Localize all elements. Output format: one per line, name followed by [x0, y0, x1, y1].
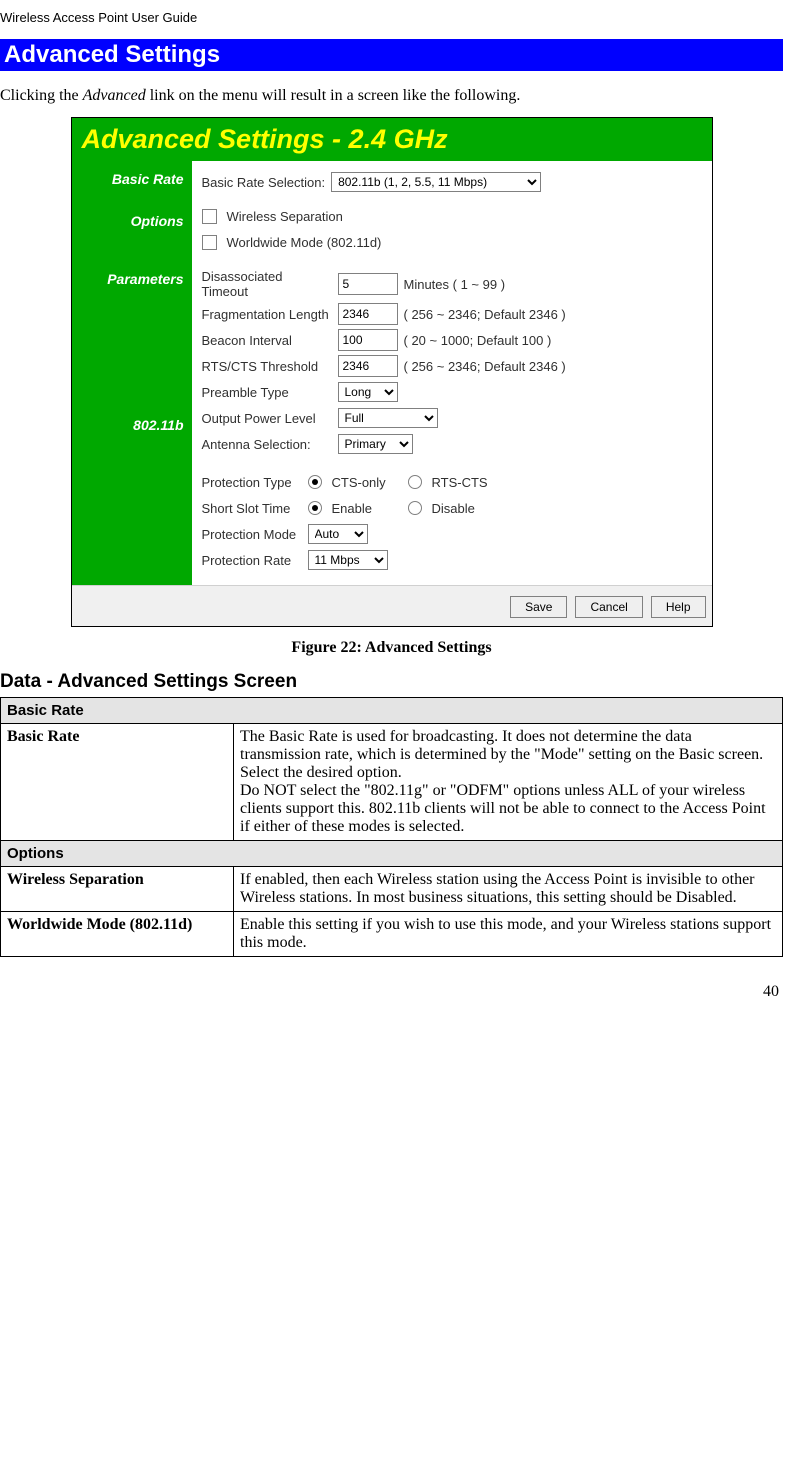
- button-row: Save Cancel Help: [72, 585, 712, 626]
- screenshot: Advanced Settings - 2.4 GHz Basic Rate O…: [71, 117, 713, 627]
- preamble-label: Preamble Type: [202, 385, 332, 400]
- cancel-button[interactable]: Cancel: [575, 596, 642, 618]
- prot-type-rts-label: RTS-CTS: [432, 475, 488, 490]
- prot-type-cts-radio[interactable]: [308, 475, 322, 489]
- help-button[interactable]: Help: [651, 596, 706, 618]
- sidebar-basic-rate: Basic Rate: [72, 171, 184, 187]
- disassoc-after: Minutes ( 1 ~ 99 ): [404, 277, 506, 292]
- power-select[interactable]: Full: [338, 408, 438, 428]
- antenna-select[interactable]: Primary: [338, 434, 413, 454]
- table-heading: Data - Advanced Settings Screen: [0, 671, 783, 693]
- rts-after: ( 256 ~ 2346; Default 2346 ): [404, 359, 566, 374]
- table-section-basic-rate: Basic Rate: [1, 698, 783, 724]
- prot-type-cts-label: CTS-only: [332, 475, 402, 490]
- frag-label: Fragmentation Length: [202, 307, 332, 322]
- beacon-after: ( 20 ~ 1000; Default 100 ): [404, 333, 552, 348]
- slot-label: Short Slot Time: [202, 501, 302, 516]
- doc-header: Wireless Access Point User Guide: [0, 0, 783, 39]
- intro-paragraph: Clicking the Advanced link on the menu w…: [0, 87, 783, 105]
- wireless-separation-checkbox[interactable]: [202, 209, 217, 224]
- slot-enable-radio[interactable]: [308, 501, 322, 515]
- disassoc-label: Disassociated Timeout: [202, 269, 332, 299]
- slot-enable-label: Enable: [332, 501, 402, 516]
- data-table: Basic Rate Basic Rate The Basic Rate is …: [0, 697, 783, 957]
- beacon-label: Beacon Interval: [202, 333, 332, 348]
- worldwide-mode-label: Worldwide Mode (802.11d): [227, 235, 382, 250]
- worldwide-mode-checkbox[interactable]: [202, 235, 217, 250]
- sidebar-parameters: Parameters: [72, 271, 184, 287]
- slot-disable-label: Disable: [432, 501, 475, 516]
- prot-type-rts-radio[interactable]: [408, 475, 422, 489]
- prot-mode-select[interactable]: Auto: [308, 524, 368, 544]
- frag-after: ( 256 ~ 2346; Default 2346 ): [404, 307, 566, 322]
- basic-rate-label: Basic Rate Selection:: [202, 175, 326, 190]
- row-text-wireless-sep: If enabled, then each Wireless station u…: [234, 867, 783, 912]
- rts-label: RTS/CTS Threshold: [202, 359, 332, 374]
- intro-italic: Advanced: [83, 87, 146, 104]
- power-label: Output Power Level: [202, 411, 332, 426]
- antenna-label: Antenna Selection:: [202, 437, 332, 452]
- beacon-input[interactable]: [338, 329, 398, 351]
- sidebar-802-11b: 802.11b: [72, 417, 184, 433]
- row-label-basic-rate: Basic Rate: [1, 724, 234, 841]
- intro-text-pre: Clicking the: [0, 87, 83, 104]
- screenshot-title: Advanced Settings - 2.4 GHz: [72, 118, 712, 161]
- disassoc-input[interactable]: [338, 273, 398, 295]
- row-label-wireless-sep: Wireless Separation: [1, 867, 234, 912]
- table-section-options: Options: [1, 841, 783, 867]
- frag-input[interactable]: [338, 303, 398, 325]
- save-button[interactable]: Save: [510, 596, 567, 618]
- rts-input[interactable]: [338, 355, 398, 377]
- slot-disable-radio[interactable]: [408, 501, 422, 515]
- page-number: 40: [0, 957, 783, 1011]
- screenshot-sidebar: Basic Rate Options Parameters 802.11b: [72, 161, 192, 585]
- prot-type-label: Protection Type: [202, 475, 302, 490]
- screenshot-content: Basic Rate Selection: 802.11b (1, 2, 5.5…: [192, 161, 712, 585]
- sidebar-options: Options: [72, 213, 184, 229]
- row-text-basic-rate: The Basic Rate is used for broadcasting.…: [234, 724, 783, 841]
- prot-rate-select[interactable]: 11 Mbps: [308, 550, 388, 570]
- intro-text-post: link on the menu will result in a screen…: [146, 87, 521, 104]
- preamble-select[interactable]: Long: [338, 382, 398, 402]
- prot-rate-label: Protection Rate: [202, 553, 302, 568]
- figure-caption: Figure 22: Advanced Settings: [0, 639, 783, 657]
- wireless-separation-label: Wireless Separation: [227, 209, 343, 224]
- section-heading: Advanced Settings: [0, 39, 783, 71]
- basic-rate-select[interactable]: 802.11b (1, 2, 5.5, 11 Mbps): [331, 172, 541, 192]
- prot-mode-label: Protection Mode: [202, 527, 302, 542]
- row-label-worldwide: Worldwide Mode (802.11d): [1, 912, 234, 957]
- row-text-worldwide: Enable this setting if you wish to use t…: [234, 912, 783, 957]
